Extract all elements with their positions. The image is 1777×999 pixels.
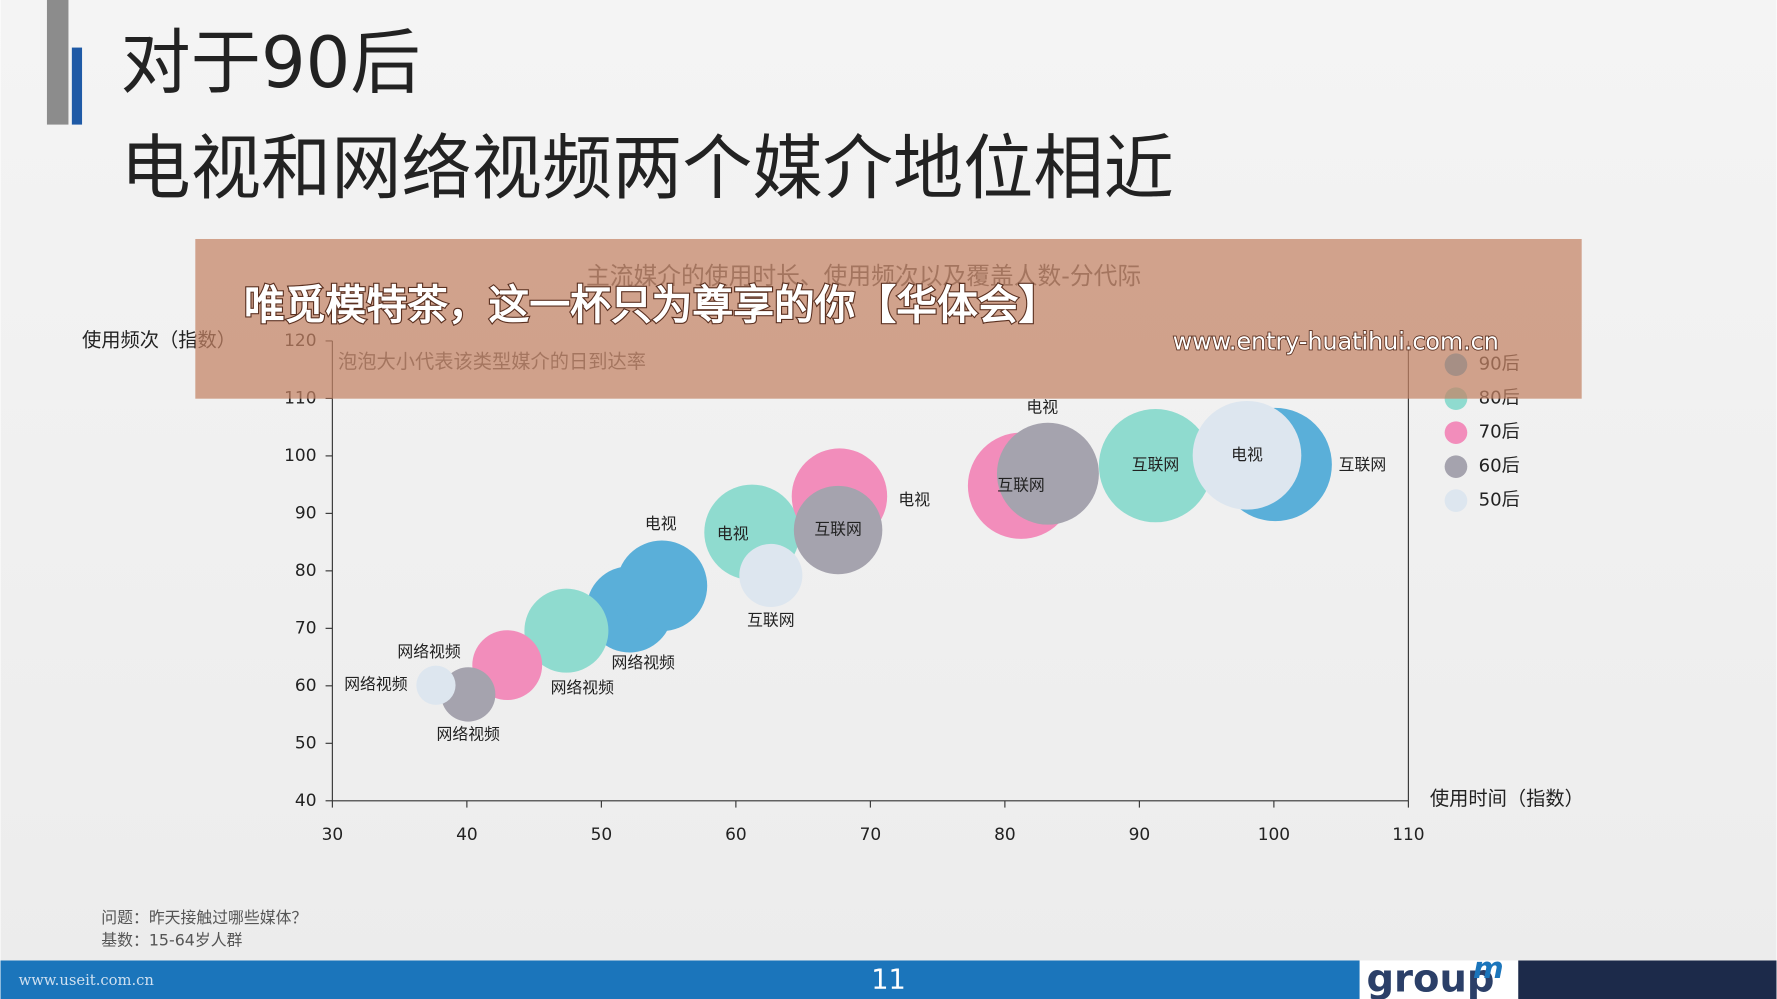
bubble [739, 543, 803, 607]
bubble-label: 互联网 [997, 475, 1045, 494]
overlay-url: www.entry-huatihui.com.cn [1173, 328, 1499, 356]
bubble-label: 互联网 [1132, 455, 1180, 474]
x-tick-label: 100 [1258, 825, 1290, 845]
legend-marker [1444, 489, 1468, 512]
x-tick-label: 30 [322, 825, 344, 845]
bubble [793, 485, 883, 575]
bubble [416, 665, 456, 705]
bubble [524, 588, 609, 673]
bubble-label: 网络视频 [551, 678, 615, 697]
y-tick-label: 60 [295, 676, 317, 696]
legend-marker [1444, 455, 1468, 478]
bubble [616, 540, 708, 632]
x-tick-label: 110 [1392, 825, 1424, 845]
bubble-label: 电视 [645, 514, 677, 533]
legend-label: 70后 [1479, 422, 1520, 443]
accent-bar [46, 0, 69, 125]
x-tick-label: 90 [1129, 825, 1151, 845]
x-tick-label: 70 [860, 825, 882, 845]
bubble-label: 互联网 [814, 520, 862, 539]
bubble-label: 电视 [898, 490, 930, 509]
bubble [1098, 409, 1213, 523]
bubble-label: 网络视频 [344, 675, 408, 694]
x-tick-label: 50 [591, 825, 613, 845]
bubble-label: 电视 [1231, 445, 1263, 464]
y-tick-label: 80 [295, 561, 317, 581]
logo-box [1359, 960, 1519, 999]
bubble-label: 网络视频 [437, 725, 501, 744]
x-axis-label: 使用时间（指数） [1430, 787, 1584, 810]
y-tick-label: 40 [295, 791, 317, 811]
x-tick-label: 60 [725, 825, 747, 845]
bubble [996, 422, 1099, 525]
legend-marker [1444, 421, 1468, 444]
bubble-label: 电视 [1026, 398, 1058, 417]
slide-title: 对于90后 [121, 22, 421, 104]
footer-bar [0, 960, 1360, 999]
bubble-label: 电视 [717, 524, 749, 543]
x-tick-label: 80 [994, 825, 1016, 845]
logo-sup: m [1473, 951, 1504, 985]
legend-label: 60后 [1479, 456, 1520, 477]
bubble [1192, 400, 1302, 510]
slide-title: 电视和网络视频两个媒介地位相近 [121, 127, 1174, 209]
note: 问题：昨天接触过哪些媒体？ [101, 908, 307, 927]
note: 基数：15-64岁人群 [101, 931, 242, 950]
bubble-label: 网络视频 [612, 653, 676, 672]
logo: group [1366, 956, 1494, 999]
y-tick-label: 70 [295, 618, 317, 638]
bubble-label: 互联网 [747, 610, 795, 629]
y-tick-label: 50 [295, 733, 317, 753]
overlay-text: 唯觅模特茶，这一杯只为尊享的你【华体会】 [244, 281, 1059, 329]
bubble-label: 互联网 [1339, 455, 1387, 474]
bubble-label: 网络视频 [397, 642, 461, 661]
overlay-banner [195, 238, 1582, 399]
watermark: www.useit.com.cn [19, 972, 155, 989]
page-number: 11 [871, 964, 906, 995]
footer-dark [1518, 960, 1777, 999]
x-tick-label: 40 [456, 825, 478, 845]
legend-label: 50后 [1479, 490, 1520, 511]
accent-bar [71, 47, 83, 125]
y-tick-label: 90 [295, 503, 317, 523]
y-tick-label: 100 [284, 446, 316, 466]
